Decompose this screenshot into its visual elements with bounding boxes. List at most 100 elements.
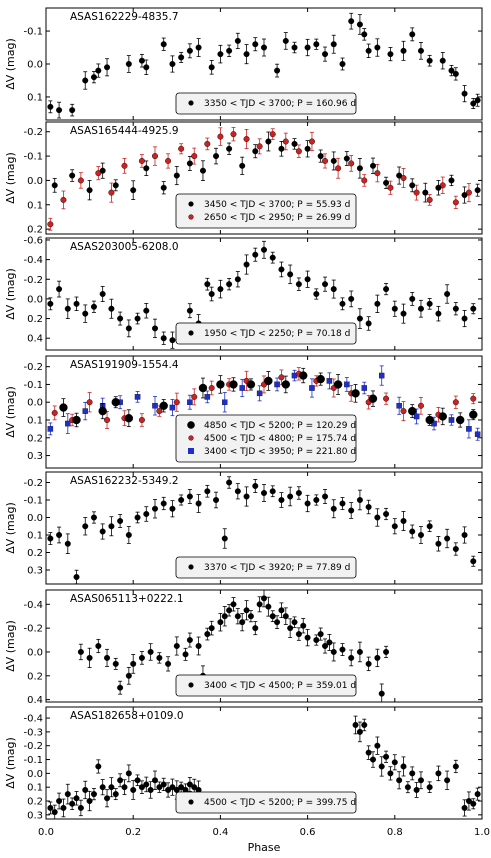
data-point [160,331,167,345]
panel-title: ASAS165444-4925.9 [70,125,179,137]
data-point [448,174,455,187]
panel-2: -0.2 -0.1 0.0 0.1 0.2 ΔV (mag) ASAS165444-4925… [4,121,483,236]
data-point [365,656,372,672]
data-point [125,319,132,338]
data-point [356,721,363,743]
data-point [156,405,163,417]
data-point [387,766,394,781]
data-point [125,526,132,544]
data-point [72,412,81,428]
data-point [426,194,433,206]
data-point [104,648,111,667]
data-point [186,777,193,792]
x-tick-label: 0.8 [387,827,403,838]
y-tick-label: 0.0 [27,769,43,780]
data-point [444,284,451,304]
data-point [77,643,84,661]
data-point [198,377,208,399]
y-tick-label: -0.2 [23,478,43,489]
data-point [356,641,363,663]
y-tick-label: 0.1 [27,416,43,427]
data-point [69,103,76,117]
data-point [199,160,206,182]
data-point [469,409,478,421]
data-point [413,782,420,798]
data-point [339,57,346,71]
y-tick-label: 0.2 [27,671,43,682]
data-point [222,392,228,413]
data-point [165,782,172,798]
legend: 1950 < TJD < 2250; P = 70.18 d [175,322,357,345]
data-point [165,656,172,672]
data-point [208,286,215,302]
data-point [356,308,363,329]
y-axis-label: ΔV (mag) [4,152,17,204]
y-tick-label: 0.3 [27,451,43,462]
data-point [256,596,263,613]
panel-frame [45,121,483,235]
data-point [252,247,259,262]
data-point [138,413,145,427]
data-point [348,290,355,308]
y-tick-label: 0.0 [27,176,43,187]
data-point [470,555,477,567]
y-tick-label: 0.2 [27,797,43,808]
data-point [400,303,407,324]
y-axis-label: ΔV (mag) [4,268,17,320]
data-point [99,162,106,179]
data-point [374,648,381,668]
x-tick-label: 0.2 [125,827,141,838]
data-point [143,302,150,319]
data-point [309,378,315,398]
legend-entry: 1950 < TJD < 2250; P = 70.18 d [204,329,350,339]
data-point [173,636,180,656]
panel-title: ASAS182658+0109.0 [70,710,184,722]
data-point [404,781,411,794]
legend-entry: 4500 < TJD < 5200; P = 399.75 d [204,798,356,808]
data-point [299,367,308,384]
data-point [73,296,80,312]
data-point [448,64,455,77]
data-point [470,798,477,810]
data-point [82,780,89,800]
legend-marker [188,682,194,688]
data-point [269,128,276,141]
data-point [187,394,193,410]
data-point [413,408,420,425]
data-point [151,770,158,790]
data-point [370,157,377,174]
data-point [291,138,298,150]
data-point [278,492,285,508]
data-point [461,799,468,817]
data-point [409,292,416,306]
panel-frame [45,355,483,469]
data-point [304,494,311,513]
data-point [130,180,137,200]
data-point [221,606,228,627]
data-point [365,43,372,59]
data-point [208,380,215,396]
data-point [304,629,311,647]
data-point [234,608,241,625]
data-point [108,298,115,319]
data-point [151,499,158,519]
data-point [104,411,111,429]
data-point [234,271,241,288]
y-tick-label: 0.2 [27,548,43,559]
data-point [435,536,442,552]
data-point [156,652,163,664]
data-point [339,497,346,510]
data-point [217,44,224,64]
y-tick-label: -0.1 [23,380,43,391]
data-point [112,179,119,192]
y-tick-label: -0.2 [23,127,43,138]
data-point [261,38,268,57]
legend: 4500 < TJD < 5200; P = 399.75 d [175,791,357,814]
data-point [391,518,398,535]
y-tick-label: -0.4 [23,600,43,611]
data-point [269,610,276,623]
y-tick-label: -0.1 [23,27,43,38]
data-point [278,602,285,619]
panel-title: ASAS065113+0222.1 [70,593,184,605]
